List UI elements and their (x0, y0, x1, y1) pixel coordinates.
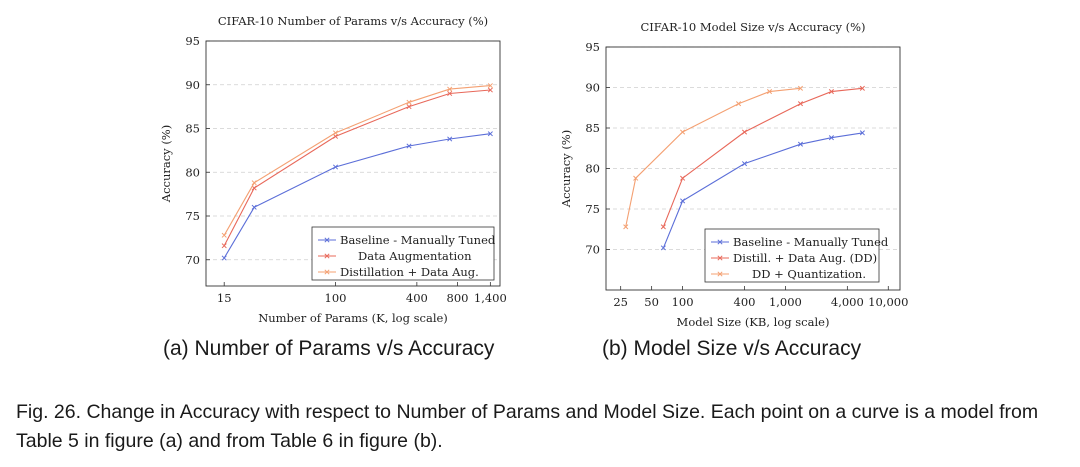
data-point (859, 85, 865, 91)
y-tick-label: 90 (185, 78, 200, 92)
data-point (660, 245, 666, 251)
data-point (447, 86, 453, 92)
data-point (680, 175, 686, 181)
y-tick-label: 75 (585, 202, 600, 216)
legend-box (704, 228, 880, 283)
data-point (406, 143, 412, 149)
subcaption-b: (b) Model Size v/s Accuracy (602, 337, 862, 360)
data-point (406, 99, 412, 105)
plot-frame (205, 40, 501, 287)
data-point (447, 90, 453, 97)
legend-label-3: Distillation + Data Aug. (340, 265, 479, 279)
series-line-1 (662, 132, 863, 249)
x-axis-label: Model Size (KB, log scale) (677, 315, 830, 329)
data-point (251, 185, 257, 191)
x-tick-label: 50 (644, 295, 659, 309)
data-point (828, 135, 834, 141)
data-point (251, 204, 257, 210)
data-point (735, 101, 742, 107)
data-point (332, 164, 339, 170)
y-tick-label: 85 (185, 122, 200, 136)
x-tick-label: 25 (613, 295, 628, 309)
data-point (487, 87, 493, 93)
chart-title: CIFAR-10 Model Size v/s Accuracy (%) (640, 20, 865, 34)
x-tick-label: 4,000 (831, 295, 864, 309)
data-point (766, 88, 773, 95)
figure-caption: Fig. 26. Change in Accuracy with respect… (16, 401, 1039, 452)
data-point (859, 130, 865, 136)
y-tick-label: 85 (585, 121, 600, 135)
y-tick-label: 75 (185, 209, 200, 223)
y-tick-label: 90 (585, 81, 600, 95)
subcaption-a: (a) Number of Params v/s Accuracy (163, 337, 495, 360)
x-tick-label: 100 (672, 295, 694, 309)
data-point (797, 85, 804, 91)
x-tick-label: 10,000 (868, 295, 908, 309)
y-tick-label: 80 (185, 165, 200, 179)
series-line-2 (662, 87, 863, 228)
chart-params-vs-accuracy: 70 75 80 85 90 95 15 100 400 800 1,400 CIFAR-10 Num… (159, 14, 507, 325)
y-tick-label: 80 (585, 162, 600, 176)
legend-marker (324, 237, 330, 243)
data-point (447, 136, 453, 142)
data-point (633, 175, 639, 181)
data-point (487, 83, 493, 89)
data-point (828, 88, 834, 95)
data-point (680, 198, 686, 204)
legend-marker (324, 269, 330, 275)
x-tick-label: 1,000 (769, 295, 802, 309)
data-point (741, 129, 748, 135)
data-point (660, 224, 666, 230)
data-point (623, 224, 629, 230)
series-line-1 (223, 133, 491, 259)
legend-box (311, 226, 495, 281)
legend-marker (717, 239, 723, 245)
series-line-2 (223, 89, 491, 247)
x-tick-label: 800 (447, 291, 469, 305)
legend-label-2: Data Augmentation (358, 249, 472, 263)
x-tick-label: 15 (217, 291, 232, 305)
data-point (221, 255, 227, 261)
chart-model-size-vs-accuracy: 70 75 80 85 90 95 25 50 100 400 1,000 4,000 10,000 CI… (562, 20, 908, 329)
y-tick-label: 95 (185, 34, 200, 48)
data-point (487, 131, 493, 137)
data-point (251, 180, 257, 186)
data-point (221, 232, 227, 238)
x-axis-label: Number of Params (K, log scale) (258, 311, 448, 325)
y-tick-label: 70 (585, 243, 600, 257)
series-line-3 (223, 85, 491, 236)
data-point (797, 101, 804, 107)
data-point (332, 130, 339, 136)
x-tick-label: 100 (325, 291, 347, 305)
chart-title: CIFAR-10 Number of Params v/s Accuracy (… (218, 14, 488, 28)
y-tick-label: 70 (185, 253, 200, 267)
legend-marker (324, 253, 330, 259)
legend-label-3: DD + Quantization. (752, 267, 866, 281)
legend-marker (717, 255, 723, 261)
data-point (741, 161, 748, 167)
x-tick-label: 400 (734, 295, 756, 309)
y-axis-label: Accuracy (%) (159, 125, 173, 203)
y-axis-label: Accuracy (%) (562, 130, 573, 208)
data-point (680, 129, 686, 135)
data-point (221, 243, 227, 249)
legend-marker (717, 271, 723, 277)
data-point (797, 141, 804, 147)
data-point (406, 104, 412, 110)
legend-label-1: Baseline - Manually Tuned (733, 235, 889, 249)
legend-label-1: Baseline - Manually Tuned (340, 233, 496, 247)
legend-label-2: Distill. + Data Aug. (DD) (733, 251, 877, 265)
x-tick-label: 1,400 (474, 291, 507, 305)
series-line-3 (625, 87, 801, 227)
y-tick-label: 95 (585, 40, 600, 54)
x-tick-label: 400 (406, 291, 428, 305)
